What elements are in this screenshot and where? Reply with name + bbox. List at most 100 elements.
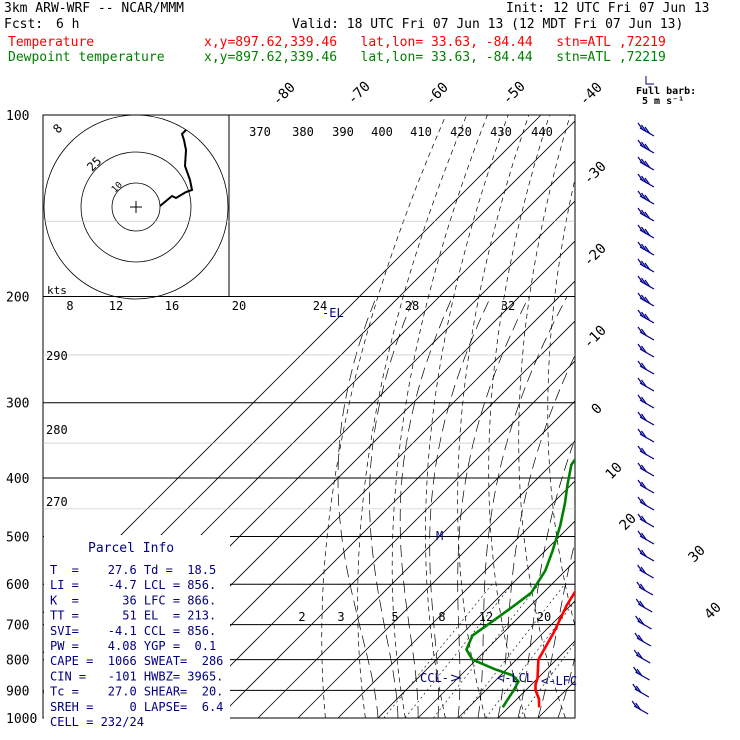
parcel-info-row: CAPE = 1066 SWEAT= 286 [50, 654, 223, 668]
ccl-arrow [450, 674, 462, 682]
isotherm-label: 20 [617, 511, 640, 534]
wind-barb-flag [641, 464, 647, 473]
wind-barb [637, 326, 655, 341]
dry-adiabat-line [391, 115, 488, 719]
wind-barb [637, 343, 655, 358]
isentrope-label: 420 [450, 125, 472, 139]
pressure-tick-label: 200 [6, 291, 29, 306]
wind-barb-flag [637, 394, 644, 403]
wind-barb-flag [637, 496, 644, 505]
mixing-ratio-label: 20 [537, 610, 551, 624]
dry-adiabat-line [603, 115, 685, 718]
wind-barb-flag [637, 241, 644, 250]
wind-barb-flag [641, 549, 647, 558]
wind-barb [637, 530, 655, 545]
hodograph-speed-label: 32 [501, 299, 515, 313]
wind-barb [637, 547, 655, 562]
wind-barb [637, 292, 655, 307]
wind-barb [637, 309, 655, 324]
wind-barb [637, 377, 655, 392]
sounding-profiles [465, 457, 575, 708]
wind-barb-flag [644, 160, 651, 169]
init-time: Init: 12 UTC Fri 07 Jun 13 [506, 1, 710, 16]
wind-barb [635, 615, 652, 630]
wind-barb-flag [637, 258, 644, 267]
wind-barb-flag [641, 447, 647, 456]
hodograph: 8 25 10 [43, 114, 230, 300]
isotherm-line [43, 115, 542, 614]
parcel-info-box: Parcel Info T = 27.6 Td = 18.5LI = -4.7 L… [44, 535, 230, 730]
wind-barb-flag [637, 360, 644, 369]
isotherm-line [257, 400, 575, 719]
wind-barb-flag [637, 207, 644, 216]
wind-barb-flag [637, 462, 644, 471]
wind-barb [637, 564, 654, 579]
dry-adiabat-line [357, 115, 468, 719]
isotherm-line [297, 440, 575, 719]
wind-barb-flag [633, 666, 640, 675]
wind-barb-flag [637, 139, 644, 148]
wind-barb-flag [644, 313, 651, 322]
hodograph-speed-label: 28 [405, 299, 419, 313]
wind-barb-flag [641, 311, 647, 320]
wind-barb-legend-units: 5 m s⁻¹ [642, 96, 684, 107]
level-markers: -EL M CCL- <-LCL <-LFC [322, 306, 577, 688]
wind-barb-flag [631, 700, 638, 709]
mixing-ratio-line [460, 584, 566, 719]
parcel-info-row: SVI= -4.1 CCL = 856. [50, 624, 216, 638]
wind-barb-flag [637, 479, 644, 488]
pressure-tick-label: 100 [6, 109, 29, 124]
isentrope-label: 430 [490, 125, 512, 139]
wind-barb [637, 190, 655, 205]
mixing-ratio-label: 12 [479, 610, 493, 624]
dry-adiabat-label: 290 [46, 349, 68, 363]
moist-adiabat-line [399, 296, 453, 719]
isotherm-label: -10 [581, 323, 610, 352]
hodograph-ring-label: 10 [110, 180, 125, 195]
wind-barb [637, 479, 655, 494]
mixing-ratio-line [485, 600, 575, 719]
wind-barb [637, 156, 655, 171]
wind-barb-flag [644, 296, 651, 305]
parcel-info-background [44, 535, 230, 730]
moist-adiabat-line [557, 655, 575, 719]
wind-barb-flag [639, 583, 646, 592]
level-marker-label: M [436, 529, 443, 543]
dry-adiabat-label: 280 [46, 423, 68, 437]
wind-barb-flag [644, 143, 651, 152]
wind-barb [637, 275, 655, 290]
pressure-tick-label: 300 [6, 397, 29, 412]
wind-barb [637, 173, 655, 188]
hodograph-speed-label: 20 [232, 299, 246, 313]
wind-barb-flag [641, 294, 647, 303]
wind-barb-flag [641, 141, 647, 150]
wind-barb [632, 683, 650, 698]
mixing-ratio-label: 3 [337, 610, 344, 624]
temperature-profile [534, 589, 575, 708]
isotherm-label: 40 [702, 600, 725, 623]
wind-barb-flag [641, 532, 647, 541]
wind-barb [633, 666, 650, 681]
wind-barb-flag [637, 190, 644, 199]
pressure-tick-label: 1000 [6, 712, 37, 727]
isotherm-line [457, 600, 575, 719]
wind-barb-flag [641, 481, 647, 490]
wind-barb-flag [637, 156, 644, 165]
hodograph-speed-label: 8 [66, 299, 73, 313]
fcst-value: 6 h [56, 17, 80, 32]
wind-barb-flag [634, 632, 641, 641]
wind-barb-flag [637, 275, 644, 284]
level-marker-label: CCL- [420, 671, 449, 685]
wind-barb-flag [644, 245, 651, 254]
pressure-tick-label: 500 [6, 530, 29, 545]
wind-barb-flag [637, 634, 644, 643]
moist-adiabat-line [578, 297, 740, 719]
parcel-info-row: K = 36 LFC = 866. [50, 593, 216, 607]
isotherm-label: 0 [589, 401, 606, 418]
parcel-info-row: CIN = -101 HWBZ= 3965. [50, 669, 223, 683]
valid-time: Valid: 18 UTC Fri 07 Jun 13 (12 MDT Fri … [292, 17, 684, 32]
wind-barb-flag [644, 279, 651, 288]
moist-adiabat-line [497, 354, 575, 719]
wind-barb-flag [636, 581, 643, 590]
